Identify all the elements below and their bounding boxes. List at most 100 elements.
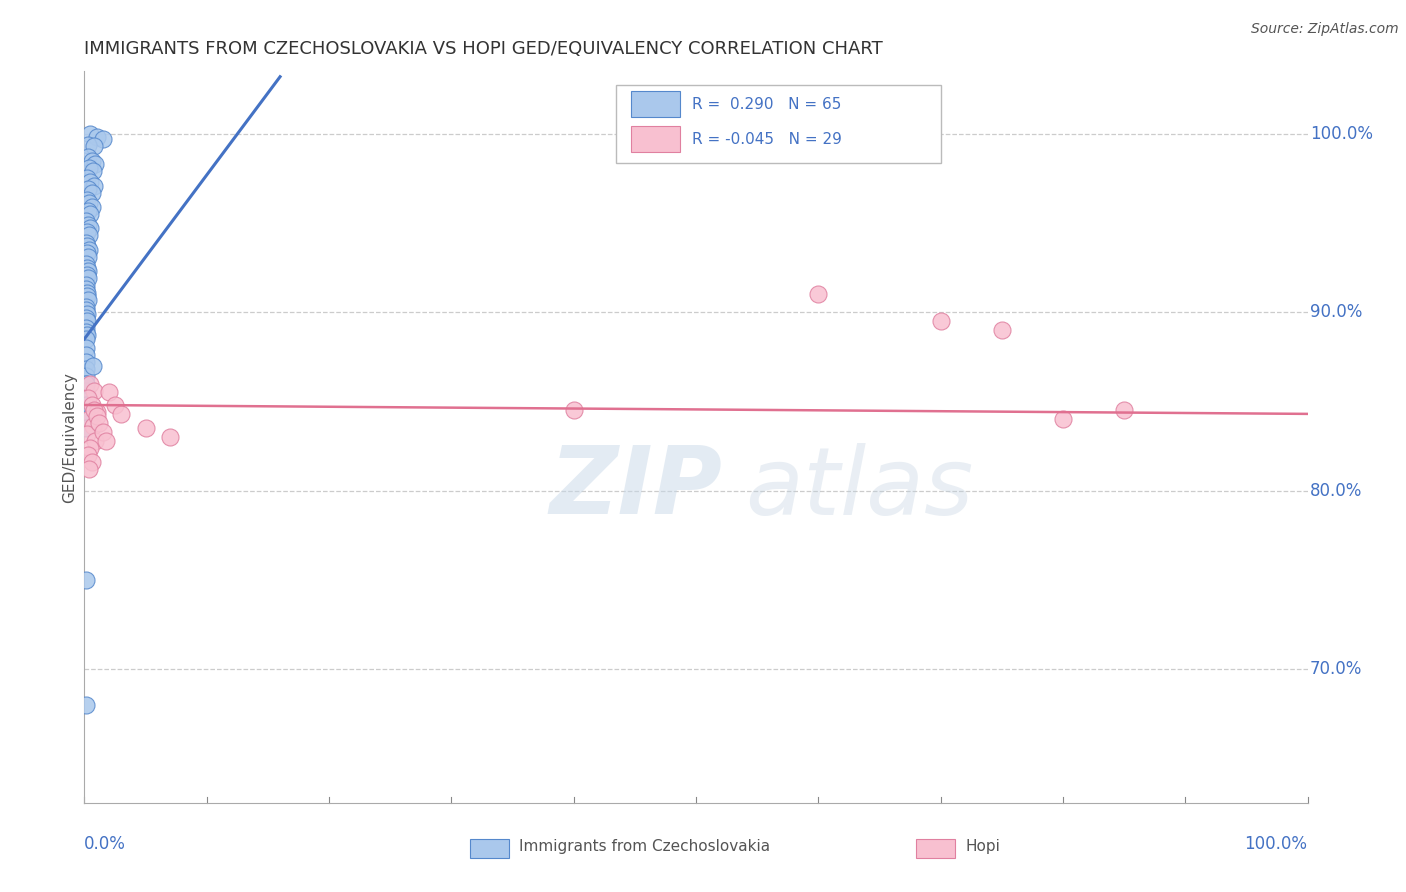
Text: 100.0%: 100.0% bbox=[1244, 835, 1308, 853]
Text: Immigrants from Czechoslovakia: Immigrants from Czechoslovakia bbox=[519, 839, 769, 855]
Point bbox=[75, 325, 97, 339]
Text: Hopi: Hopi bbox=[965, 839, 1000, 855]
Point bbox=[76, 307, 98, 321]
Point bbox=[75, 332, 97, 346]
FancyBboxPatch shape bbox=[616, 85, 941, 162]
Point bbox=[562, 403, 585, 417]
Point bbox=[76, 171, 98, 186]
Point bbox=[77, 150, 100, 164]
Point bbox=[75, 391, 97, 405]
Point bbox=[75, 573, 97, 587]
Point bbox=[77, 412, 100, 426]
Point bbox=[77, 196, 100, 211]
Point bbox=[80, 153, 103, 168]
Text: 0.0%: 0.0% bbox=[84, 835, 127, 853]
Point bbox=[83, 139, 105, 153]
FancyBboxPatch shape bbox=[470, 838, 509, 858]
Point bbox=[76, 225, 98, 239]
Point bbox=[84, 434, 107, 448]
Point bbox=[82, 359, 104, 373]
Point bbox=[135, 421, 157, 435]
Point bbox=[75, 376, 97, 391]
Text: Source: ZipAtlas.com: Source: ZipAtlas.com bbox=[1251, 22, 1399, 37]
Point bbox=[79, 376, 101, 391]
Point bbox=[91, 425, 114, 439]
FancyBboxPatch shape bbox=[917, 838, 955, 858]
Point bbox=[159, 430, 181, 444]
Point bbox=[80, 398, 103, 412]
Point bbox=[82, 164, 104, 178]
Point bbox=[96, 434, 118, 448]
Point bbox=[77, 391, 100, 405]
Point bbox=[83, 384, 105, 398]
Point bbox=[77, 293, 100, 307]
Point bbox=[77, 462, 100, 476]
Text: atlas: atlas bbox=[745, 442, 973, 533]
Point bbox=[76, 260, 98, 275]
Point bbox=[86, 409, 108, 423]
Point bbox=[76, 426, 98, 441]
Point bbox=[77, 137, 100, 152]
Point bbox=[75, 412, 97, 426]
Point bbox=[75, 369, 97, 384]
Point bbox=[75, 405, 97, 419]
Point bbox=[1052, 412, 1074, 426]
Point bbox=[77, 271, 100, 285]
Point bbox=[80, 455, 103, 469]
Point bbox=[77, 182, 100, 196]
Point bbox=[75, 282, 97, 296]
Point bbox=[75, 303, 97, 318]
Text: R = -0.045   N = 29: R = -0.045 N = 29 bbox=[692, 132, 842, 147]
Point bbox=[82, 419, 104, 434]
Point bbox=[110, 407, 132, 421]
Point bbox=[77, 243, 100, 257]
Point bbox=[76, 314, 98, 328]
Point bbox=[75, 398, 97, 412]
Point bbox=[75, 321, 97, 335]
Point bbox=[76, 268, 98, 282]
Point bbox=[75, 310, 97, 325]
Text: 80.0%: 80.0% bbox=[1310, 482, 1362, 500]
Text: 90.0%: 90.0% bbox=[1310, 303, 1362, 321]
Point bbox=[75, 384, 97, 398]
Point bbox=[77, 250, 100, 264]
Point bbox=[76, 289, 98, 303]
Point bbox=[75, 376, 97, 391]
Point bbox=[97, 385, 120, 400]
Point bbox=[80, 200, 103, 214]
Point bbox=[75, 421, 97, 435]
Point bbox=[76, 239, 98, 253]
Point bbox=[76, 285, 98, 300]
Y-axis label: GED/Equivalency: GED/Equivalency bbox=[62, 372, 77, 502]
Point bbox=[75, 355, 97, 369]
Point bbox=[83, 403, 105, 417]
Point bbox=[84, 157, 107, 171]
Point bbox=[79, 175, 101, 189]
Point bbox=[1114, 403, 1136, 417]
Point bbox=[77, 448, 100, 462]
Point bbox=[77, 218, 100, 232]
Point bbox=[76, 246, 98, 260]
Point bbox=[929, 314, 952, 328]
Point bbox=[77, 203, 100, 218]
Text: 100.0%: 100.0% bbox=[1310, 125, 1374, 143]
Point bbox=[75, 214, 97, 228]
Point bbox=[76, 193, 98, 207]
Point bbox=[79, 441, 101, 455]
Point bbox=[79, 221, 101, 235]
Point bbox=[77, 228, 100, 243]
Point bbox=[75, 362, 97, 376]
Point bbox=[76, 328, 98, 343]
Point bbox=[86, 130, 108, 145]
Point bbox=[91, 132, 114, 146]
Point bbox=[86, 405, 108, 419]
Point bbox=[87, 416, 110, 430]
Text: 70.0%: 70.0% bbox=[1310, 660, 1362, 678]
Point bbox=[807, 287, 830, 301]
Point bbox=[75, 698, 97, 712]
Point bbox=[75, 300, 97, 314]
Point bbox=[75, 257, 97, 271]
Point bbox=[75, 235, 97, 250]
Point bbox=[83, 178, 105, 193]
Point bbox=[75, 341, 97, 355]
